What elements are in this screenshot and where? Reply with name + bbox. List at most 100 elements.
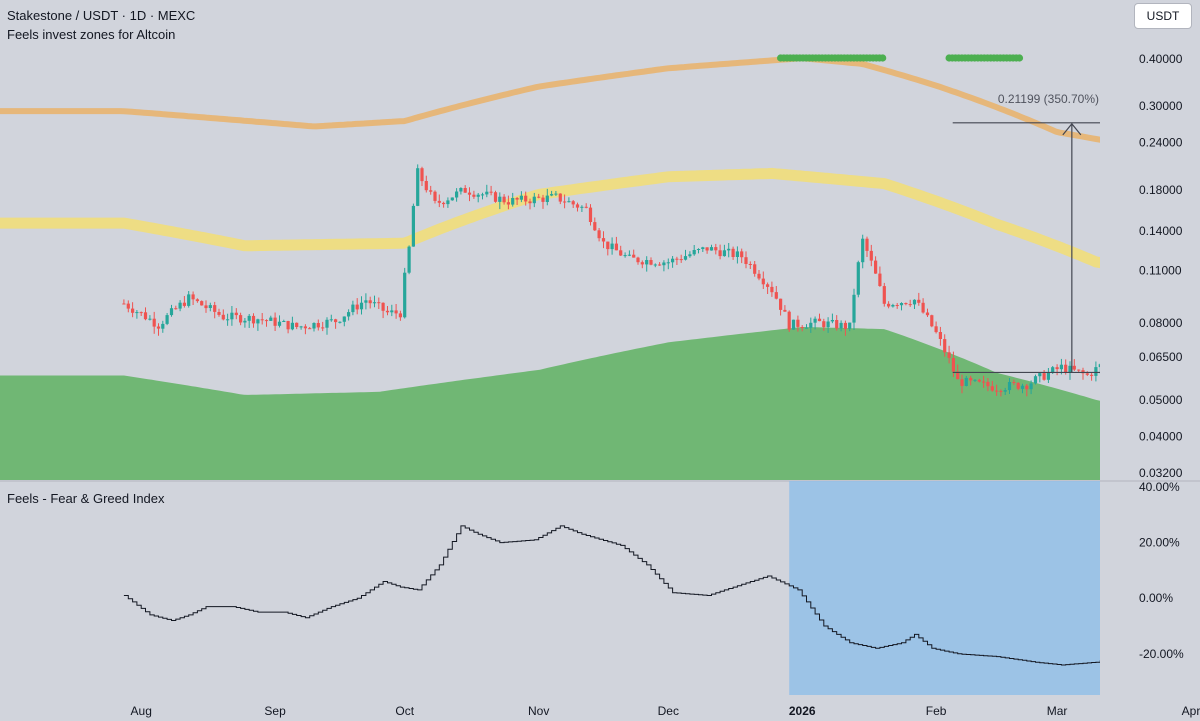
candle-body xyxy=(658,264,662,266)
candle-body xyxy=(632,254,636,258)
candle-body xyxy=(770,286,774,293)
candle-body xyxy=(191,294,195,300)
candle-body xyxy=(537,196,541,198)
candle-body xyxy=(545,195,549,202)
currency-button[interactable]: USDT xyxy=(1134,3,1192,29)
candle-body xyxy=(321,327,325,329)
candle-body xyxy=(619,250,623,256)
candle-body xyxy=(1012,382,1016,383)
candle-body xyxy=(446,200,450,205)
candle-body xyxy=(891,305,895,307)
time-tick-label: Apr xyxy=(1182,704,1200,718)
highlight-zone xyxy=(789,481,1100,695)
candle-body xyxy=(338,321,342,323)
candle-body xyxy=(429,190,433,192)
candle-body xyxy=(969,377,973,381)
candle-body xyxy=(1038,373,1042,377)
candle-body xyxy=(282,321,286,322)
time-tick-label: Sep xyxy=(264,704,286,718)
candle-body xyxy=(843,322,847,329)
candle-body xyxy=(1098,364,1100,368)
candle-body xyxy=(606,241,610,250)
candle-body xyxy=(342,316,346,322)
candle-body xyxy=(1007,382,1012,391)
candle-body xyxy=(247,315,251,321)
candle-body xyxy=(152,318,156,327)
candle-body xyxy=(169,308,174,316)
percent-axis: 40.00% 20.00% 0.00% -20.00% xyxy=(1139,480,1184,661)
candle-body xyxy=(143,312,148,320)
candle-body xyxy=(550,194,554,196)
time-tick-label: Nov xyxy=(528,704,549,718)
time-tick-label: Oct xyxy=(395,704,414,718)
candle-body xyxy=(727,248,731,251)
candle-body xyxy=(804,327,809,329)
candle-body xyxy=(260,319,264,321)
candle-body xyxy=(675,258,679,260)
candle-body xyxy=(744,257,748,264)
mid-band-line xyxy=(0,167,1100,269)
candle-body xyxy=(131,308,135,313)
candle-body xyxy=(541,197,545,202)
candle-body xyxy=(934,326,938,333)
candle-body xyxy=(528,201,532,204)
percent-tick-label: 0.00% xyxy=(1139,591,1173,605)
price-tick-label: 0.18000 xyxy=(1139,183,1183,197)
candle-body xyxy=(286,321,290,330)
candle-body xyxy=(973,379,977,381)
candle-body xyxy=(239,315,243,323)
candle-body xyxy=(355,304,359,310)
candle-body xyxy=(809,322,813,328)
price-tick-label: 0.14000 xyxy=(1139,224,1183,238)
candle-body xyxy=(640,262,644,265)
candle-body xyxy=(960,379,964,386)
candle-body xyxy=(593,222,597,231)
candle-body xyxy=(813,318,817,323)
candle-body xyxy=(1029,383,1033,390)
candle-body xyxy=(835,320,839,329)
candle-body xyxy=(1025,385,1029,390)
candle-body xyxy=(783,309,787,312)
candle-body xyxy=(420,168,424,182)
candle-body xyxy=(368,300,372,304)
time-tick-label: Dec xyxy=(658,704,679,718)
price-tick-label: 0.30000 xyxy=(1139,99,1183,113)
candle-body xyxy=(165,315,169,324)
candle-body xyxy=(273,317,277,326)
candle-body xyxy=(502,196,506,203)
candle-body xyxy=(493,192,498,202)
candle-body xyxy=(221,314,225,320)
candle-body xyxy=(852,294,856,323)
candle-body xyxy=(251,315,256,324)
candle-body xyxy=(679,259,683,261)
candle-body xyxy=(329,319,333,321)
candle-body xyxy=(424,181,428,191)
candle-body xyxy=(308,328,312,330)
candle-body xyxy=(856,262,860,295)
price-tick-label: 0.08000 xyxy=(1139,316,1183,330)
candle-body xyxy=(645,260,649,265)
candle-body xyxy=(943,339,947,353)
candle-body xyxy=(480,194,485,196)
measure-tool: 0.21199 (350.70%) 21,199 xyxy=(952,92,1100,374)
candle-body xyxy=(614,243,618,251)
candle-body xyxy=(666,262,670,264)
symbol-title: Stakestone / USDT · 1D · MEXC xyxy=(7,8,196,23)
candle-body xyxy=(908,304,912,306)
candle-body xyxy=(917,299,921,303)
candle-body xyxy=(1077,369,1081,371)
candle-body xyxy=(705,247,709,251)
candle-body xyxy=(692,250,696,255)
candle-body xyxy=(688,254,692,257)
candle-body xyxy=(208,305,212,308)
candle-body xyxy=(977,379,981,382)
candle-body xyxy=(718,250,722,257)
candle-body xyxy=(999,390,1003,392)
candle-body xyxy=(861,238,865,263)
candle-body xyxy=(381,302,385,311)
candle-body xyxy=(174,308,178,310)
signal-dots xyxy=(777,54,1024,62)
candle-body xyxy=(312,323,316,329)
candle-body xyxy=(489,191,493,193)
